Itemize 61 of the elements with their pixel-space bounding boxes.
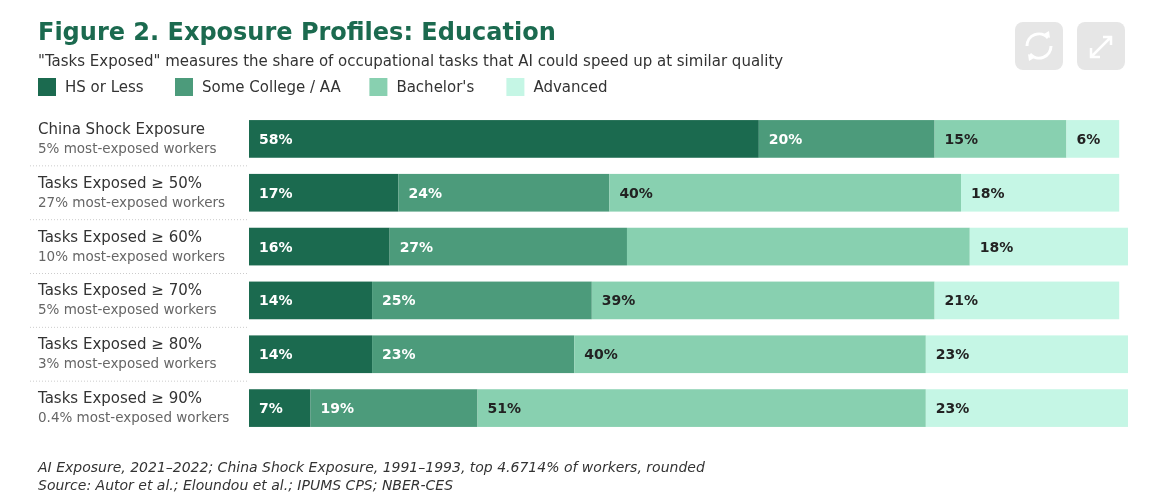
data-label: 23%: [935, 346, 970, 363]
legend-label: Some College / AA: [202, 78, 342, 96]
data-label: 14%: [259, 346, 293, 363]
y-tick-label: Tasks Exposed ≥ 70% 5% most-exposed workers: [37, 281, 217, 318]
bar: [249, 335, 373, 374]
bar: [934, 281, 1120, 320]
chart-title: Figure 2. Exposure Profiles: Education: [38, 18, 556, 46]
bar: [626, 227, 970, 266]
data-label: 14%: [259, 292, 293, 309]
bar: [477, 389, 926, 427]
legend-label: HS or Less: [65, 78, 144, 96]
bar: [591, 281, 935, 320]
bar: [372, 335, 575, 374]
data-label: 20%: [768, 130, 803, 147]
text: AI Exposure, 2021–2022; China Shock Exposure, 1991–1993, top 4.6714% of workers, rounded: [37, 459, 705, 475]
bar: [249, 173, 399, 212]
chart-subtitle: "Tasks Exposed" measures the share of occupational tasks that AI could speed up at similar quality: [38, 52, 784, 70]
data-label: 21%: [944, 292, 979, 309]
bar: [758, 120, 935, 158]
y-tick-label: Tasks Exposed ≥ 50% 27% most-exposed workers: [37, 173, 226, 210]
data-label: 27%: [399, 238, 434, 255]
y-tick-label: Tasks Exposed ≥ 80% 3% most-exposed workers: [37, 335, 217, 372]
data-label: 7%: [259, 400, 283, 417]
bar: [249, 281, 373, 320]
source-note: Source: Autor et al.; Eloundou et al.; IPUMS CPS; NBER-CES: [38, 477, 454, 493]
y-tick-label: Tasks Exposed ≥ 90% 0.4% most-exposed workers: [37, 389, 230, 426]
bar: [398, 173, 610, 212]
bar: [925, 335, 1128, 374]
data-label: 58%: [259, 130, 293, 147]
data-label: 17%: [259, 184, 293, 201]
data-label: 19%: [320, 400, 355, 417]
bar: [249, 120, 759, 158]
bar: [960, 173, 1120, 212]
data-label: 40%: [619, 184, 653, 201]
bar: [249, 389, 311, 427]
legend-label: Advanced: [533, 78, 608, 96]
legend-label: Bachelor's: [396, 78, 475, 96]
bar: [1066, 120, 1120, 158]
data-label: 16%: [259, 238, 293, 255]
data-label: 39%: [601, 292, 636, 309]
bar: [969, 227, 1128, 266]
data-label: 6%: [1076, 130, 1101, 147]
data-label: 25%: [382, 292, 416, 309]
data-label: 18%: [970, 184, 1005, 201]
y-tick-label: China Shock Exposure 5% most-exposed workers: [38, 119, 217, 156]
bar: [310, 389, 478, 427]
data-label: 24%: [408, 184, 442, 201]
data-label: 40%: [584, 346, 618, 363]
bar: [372, 281, 592, 320]
bar: [574, 335, 926, 374]
bar: [609, 173, 961, 212]
data-label: 51%: [487, 400, 522, 417]
y-tick-label: Tasks Exposed ≥ 60% 10% most-exposed workers: [37, 227, 226, 264]
data-label: 23%: [382, 346, 416, 363]
bar: [249, 227, 390, 266]
data-label: 15%: [944, 130, 979, 147]
bar: [389, 227, 627, 266]
bar: [925, 389, 1128, 427]
data-label: 23%: [935, 400, 970, 417]
data-label: 18%: [979, 238, 1014, 255]
bar: [934, 120, 1067, 158]
